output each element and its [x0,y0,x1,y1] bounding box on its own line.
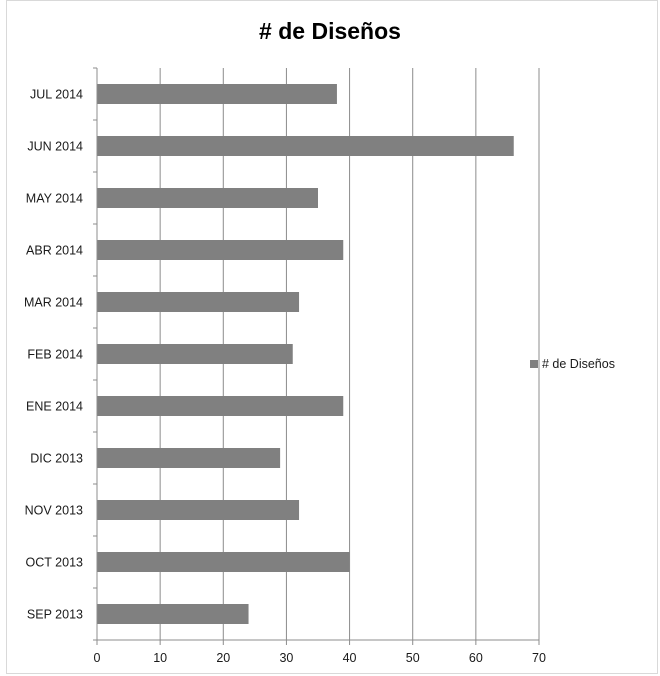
y-tick-label: FEB 2014 [27,348,83,362]
chart-title: # de Diseños [259,18,401,44]
bar [97,552,350,572]
bar [97,344,293,364]
y-tick-label: MAR 2014 [24,296,83,310]
y-tick-label: MAY 2014 [26,192,83,206]
legend-swatch [530,360,538,368]
bar [97,604,249,624]
y-tick-label: JUL 2014 [30,88,83,102]
bar [97,188,318,208]
y-tick-label: ENE 2014 [26,400,83,414]
bar [97,292,300,312]
y-tick-label: OCT 2013 [26,556,83,570]
x-tick-label: 60 [469,651,483,665]
x-tick-label: 30 [279,651,293,665]
bar [97,448,281,468]
bar [97,136,514,156]
x-tick-label: 40 [343,651,357,665]
y-tick-label: ABR 2014 [26,244,83,258]
y-tick-label: SEP 2013 [27,608,83,622]
bar [97,84,337,104]
x-tick-label: 50 [406,651,420,665]
legend: # de Diseños [530,357,615,371]
y-tick-label: DIC 2013 [30,452,83,466]
bar [97,240,344,260]
y-tick-label: JUN 2014 [27,140,83,154]
legend-label: # de Diseños [542,357,615,371]
bar [97,500,300,520]
x-tick-label: 0 [94,651,101,665]
x-tick-label: 70 [532,651,546,665]
x-tick-label: 10 [153,651,167,665]
x-tick-label: 20 [216,651,230,665]
y-tick-label: NOV 2013 [25,504,83,518]
bar [97,396,344,416]
